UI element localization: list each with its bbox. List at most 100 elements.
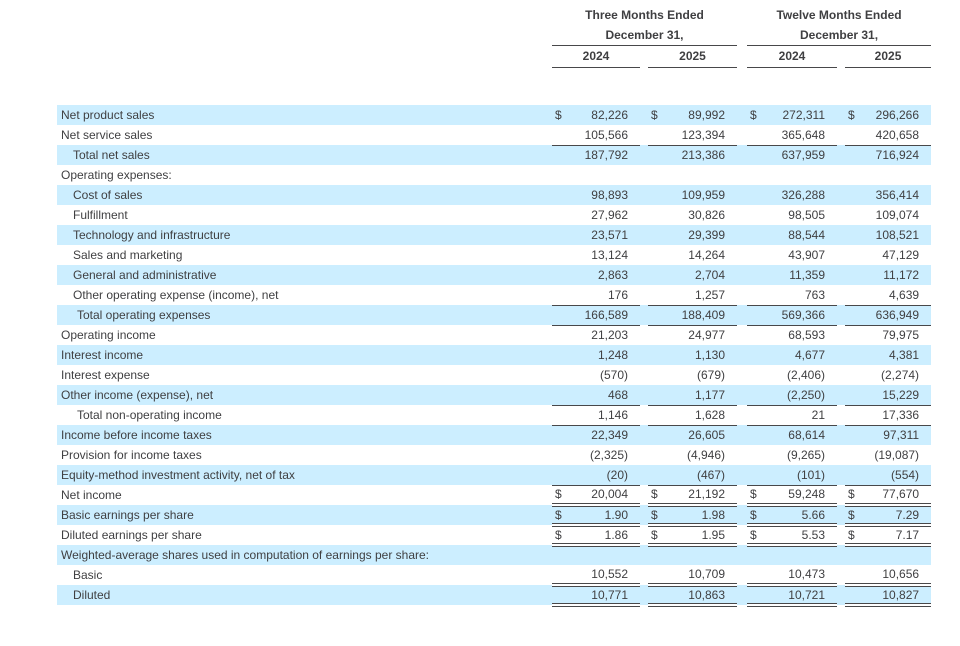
currency-symbol: $ (552, 105, 566, 125)
year-label: 2024 (747, 45, 837, 68)
column-gap (640, 405, 648, 425)
column-gap (837, 505, 845, 525)
cell-value: 1.98 (662, 505, 737, 527)
currency-symbol: $ (747, 105, 761, 125)
column-gap (837, 185, 845, 205)
column-gap (837, 305, 845, 325)
currency-symbol (552, 545, 566, 565)
table-row: Net product sales $82,226 $89,992 $272,311 $… (57, 105, 932, 125)
currency-symbol (747, 225, 761, 245)
currency-symbol (552, 425, 566, 445)
cell-value: 10,863 (662, 585, 737, 607)
table-row: Other operating expense (income), net 176… (57, 285, 932, 306)
row-label: Total non-operating income (77, 408, 222, 422)
table-row: Diluted earnings per share $1.86 $1.95 $5.5… (57, 525, 932, 547)
year-label: 2025 (648, 45, 737, 68)
currency-symbol (845, 585, 859, 607)
currency-symbol (845, 365, 859, 385)
cell-value: (19,087) (874, 448, 920, 462)
currency-symbol (552, 325, 566, 345)
currency-symbol: $ (552, 485, 566, 507)
currency-symbol (648, 425, 662, 445)
column-gap (837, 465, 845, 485)
column-gap (837, 585, 845, 605)
currency-symbol: $ (747, 525, 761, 547)
currency-symbol (845, 565, 859, 587)
table-row: Cost of sales 98,893 109,959 326,288 356,414 (57, 185, 932, 205)
row-label: Total operating expenses (57, 305, 552, 325)
cell-value (566, 545, 640, 565)
currency-symbol (845, 165, 859, 185)
column-gap (640, 285, 648, 305)
cell-value: 59,248 (761, 485, 837, 507)
cell-value: 10,721 (761, 585, 837, 607)
cell-value: 24,977 (688, 328, 725, 343)
currency-symbol (552, 585, 566, 607)
table-row: Interest expense (570) (679) (2,406) (2,274) (57, 365, 931, 385)
cell-value: 272,311 (761, 105, 837, 125)
column-gap (640, 345, 648, 365)
column-gap (640, 525, 648, 545)
row-label: Provision for income taxes (61, 448, 202, 462)
cell-value: 188,409 (662, 305, 737, 326)
column-gap (837, 125, 845, 145)
currency-symbol (845, 305, 859, 326)
currency-symbol (648, 405, 662, 426)
cell-value: 4,639 (859, 285, 932, 306)
currency-symbol (648, 265, 662, 285)
column-gap (737, 45, 747, 67)
column-gap (837, 545, 845, 565)
cell-value: 296,266 (859, 105, 932, 125)
cell-value: 569,366 (761, 305, 837, 326)
currency-symbol (747, 305, 761, 326)
column-gap (837, 105, 845, 125)
row-label: Fulfillment (73, 208, 128, 222)
currency-symbol (845, 285, 859, 306)
column-gap (837, 245, 845, 265)
cell-value (662, 545, 737, 565)
currency-symbol (845, 225, 859, 245)
column-gap (837, 365, 845, 385)
cell-value: 7.17 (859, 525, 932, 547)
currency-symbol (648, 285, 662, 306)
row-label: Interest income (57, 345, 552, 365)
table-row: Technology and infrastructure 23,571 29,39… (57, 225, 932, 245)
currency-symbol (648, 305, 662, 326)
row-label: Sales and marketing (73, 248, 183, 262)
header-spacer (57, 67, 931, 105)
cell-value (761, 165, 837, 185)
cell-value: 77,670 (859, 485, 932, 507)
column-gap (640, 185, 648, 205)
cell-value: 1,257 (662, 285, 737, 306)
cell-value: 10,827 (859, 585, 932, 607)
column-gap (640, 585, 648, 605)
column-gap (640, 485, 648, 505)
cell-value: 79,975 (882, 328, 920, 343)
cell-value: 1,628 (662, 405, 737, 426)
currency-symbol (747, 145, 761, 165)
cell-value: 166,589 (566, 305, 640, 326)
cell-value: 187,792 (566, 145, 640, 165)
currency-symbol (845, 125, 859, 146)
column-gap (837, 485, 845, 505)
column-gap (837, 205, 845, 225)
column-gap (737, 125, 747, 145)
cell-value: 14,264 (688, 248, 725, 262)
currency-symbol: $ (648, 485, 662, 507)
row-label: Interest expense (61, 368, 150, 382)
period-subtitle-row: December 31, December 31, (57, 25, 932, 46)
column-gap (737, 145, 747, 165)
column-gap (737, 105, 747, 125)
cell-value: 10,473 (761, 565, 837, 587)
cell-value: 1,130 (662, 345, 737, 365)
table-row: Net income $20,004 $21,192 $59,248 $77,670 (57, 485, 932, 507)
row-label: Diluted (57, 585, 552, 605)
column-gap (737, 505, 747, 525)
cell-value: 88,544 (761, 225, 837, 245)
currency-symbol: $ (845, 105, 859, 125)
column-gap (737, 485, 747, 505)
cell-value: 4,381 (859, 345, 932, 365)
currency-symbol (552, 125, 566, 146)
header-spacer (57, 25, 552, 45)
currency-symbol (845, 205, 859, 225)
